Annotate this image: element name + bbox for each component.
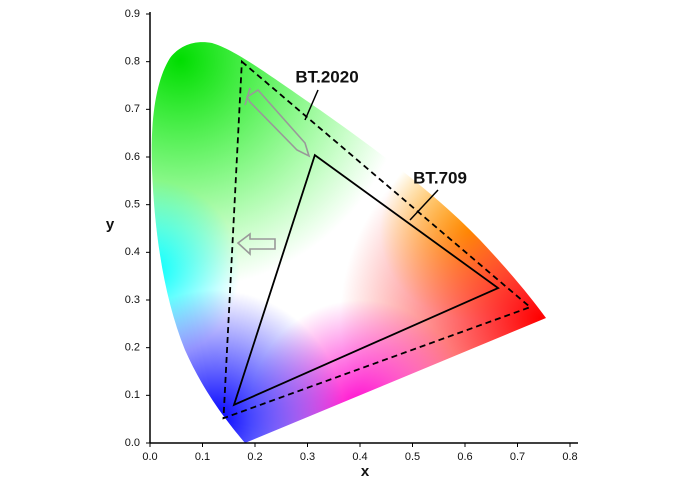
x-tick-label: 0.2 (247, 451, 262, 463)
spectral-locus (151, 42, 546, 443)
leader-line (304, 89, 319, 121)
y-tick-label: 0.0 (125, 437, 140, 449)
y-axis-label: y (106, 216, 115, 233)
y-tick-label: 0.7 (125, 103, 140, 115)
x-tick-label: 0.6 (457, 451, 472, 463)
gamut-triangle (232, 153, 500, 407)
y-tick-label: 0.4 (125, 246, 140, 258)
y-tick-label: 0.5 (125, 199, 140, 211)
x-tick-label: 0.7 (510, 451, 525, 463)
x-axis-label: x (361, 463, 370, 480)
x-tick-label: 0.3 (300, 451, 315, 463)
y-tick-label: 0.8 (125, 56, 140, 68)
arrow (236, 232, 276, 256)
x-tick-label: 0.5 (405, 451, 420, 463)
gamut-triangle (222, 59, 532, 420)
annotation: BT.709 (413, 168, 467, 187)
x-tick-label: 0.8 (562, 451, 577, 463)
leader-line (409, 189, 439, 221)
y-tick-label: 0.6 (125, 151, 140, 163)
y-tick-label: 0.9 (125, 8, 140, 20)
x-tick-label: 0.1 (195, 451, 210, 463)
x-tick-label: 0.0 (142, 451, 157, 463)
annotation: BT.2020 (295, 67, 358, 86)
x-tick-label: 0.4 (352, 451, 367, 463)
y-tick-label: 0.3 (125, 294, 140, 306)
y-tick-label: 0.1 (125, 389, 140, 401)
y-tick-label: 0.2 (125, 342, 140, 354)
arrow (244, 87, 311, 158)
